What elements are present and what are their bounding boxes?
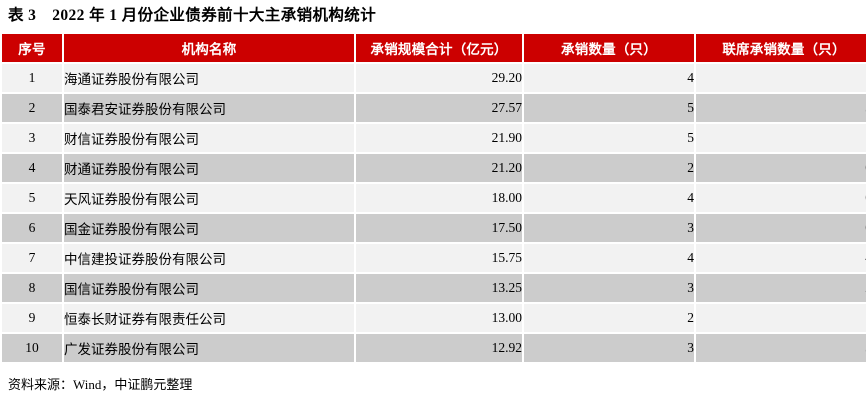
cell-name: 国信证券股份有限公司	[64, 274, 354, 302]
cell-joint: 0	[696, 214, 866, 242]
cell-scale: 12.92	[356, 334, 522, 362]
cell-name: 国泰君安证券股份有限公司	[64, 94, 354, 122]
column-header-scale: 承销规模合计（亿元）	[356, 34, 522, 62]
table-header: 序号 机构名称 承销规模合计（亿元） 承销数量（只） 联席承销数量（只）	[2, 34, 866, 62]
cell-index: 4	[2, 154, 62, 182]
cell-scale: 13.25	[356, 274, 522, 302]
cell-scale: 21.90	[356, 124, 522, 152]
cell-scale: 21.20	[356, 154, 522, 182]
cell-index: 1	[2, 64, 62, 92]
cell-scale: 29.20	[356, 64, 522, 92]
cell-joint: 4	[696, 244, 866, 272]
cell-count: 3	[524, 274, 694, 302]
cell-count: 4	[524, 184, 694, 212]
table-title-text: 表 3 2022 年 1 月份企业债券前十大主承销机构统计	[8, 7, 377, 24]
cell-joint: 3	[696, 334, 866, 362]
underwriter-statistics-table: 序号 机构名称 承销规模合计（亿元） 承销数量（只） 联席承销数量（只） 1 海通…	[0, 32, 866, 364]
cell-count: 2	[524, 304, 694, 332]
cell-index: 6	[2, 214, 62, 242]
cell-index: 10	[2, 334, 62, 362]
cell-count: 5	[524, 124, 694, 152]
cell-name: 中信建投证券股份有限公司	[64, 244, 354, 272]
cell-joint: 2	[696, 274, 866, 302]
cell-scale: 13.00	[356, 304, 522, 332]
cell-count: 5	[524, 94, 694, 122]
cell-name: 恒泰长财证券有限责任公司	[64, 304, 354, 332]
cell-name: 财信证券股份有限公司	[64, 124, 354, 152]
cell-index: 5	[2, 184, 62, 212]
table-body: 1海通证券股份有限公司29.20412国泰君安证券股份有限公司27.57533财…	[2, 64, 866, 362]
cell-joint: 1	[696, 304, 866, 332]
source-note: 资料来源：Wind，中证鹏元整理	[8, 377, 193, 392]
cell-index: 7	[2, 244, 62, 272]
cell-count: 2	[524, 154, 694, 182]
column-header-count: 承销数量（只）	[524, 34, 694, 62]
cell-count: 4	[524, 64, 694, 92]
cell-name: 财通证券股份有限公司	[64, 154, 354, 182]
cell-joint: 0	[696, 154, 866, 182]
cell-name: 国金证券股份有限公司	[64, 214, 354, 242]
cell-scale: 27.57	[356, 94, 522, 122]
cell-name: 海通证券股份有限公司	[64, 64, 354, 92]
cell-index: 3	[2, 124, 62, 152]
cell-joint: 3	[696, 94, 866, 122]
cell-joint: 0	[696, 184, 866, 212]
cell-name: 天风证券股份有限公司	[64, 184, 354, 212]
cell-count: 3	[524, 334, 694, 362]
column-header-joint: 联席承销数量（只）	[696, 34, 866, 62]
cell-scale: 15.75	[356, 244, 522, 272]
cell-name: 广发证券股份有限公司	[64, 334, 354, 362]
cell-index: 8	[2, 274, 62, 302]
table-header-row: 序号 机构名称 承销规模合计（亿元） 承销数量（只） 联席承销数量（只）	[2, 34, 866, 62]
cell-count: 4	[524, 244, 694, 272]
cell-index: 9	[2, 304, 62, 332]
cell-count: 3	[524, 214, 694, 242]
cell-joint: 1	[696, 124, 866, 152]
table-title: 表 3 2022 年 1 月份企业债券前十大主承销机构统计	[0, 0, 866, 32]
cell-scale: 17.50	[356, 214, 522, 242]
cell-joint: 1	[696, 64, 866, 92]
cell-index: 2	[2, 94, 62, 122]
column-header-name: 机构名称	[64, 34, 354, 62]
column-header-index: 序号	[2, 34, 62, 62]
cell-scale: 18.00	[356, 184, 522, 212]
